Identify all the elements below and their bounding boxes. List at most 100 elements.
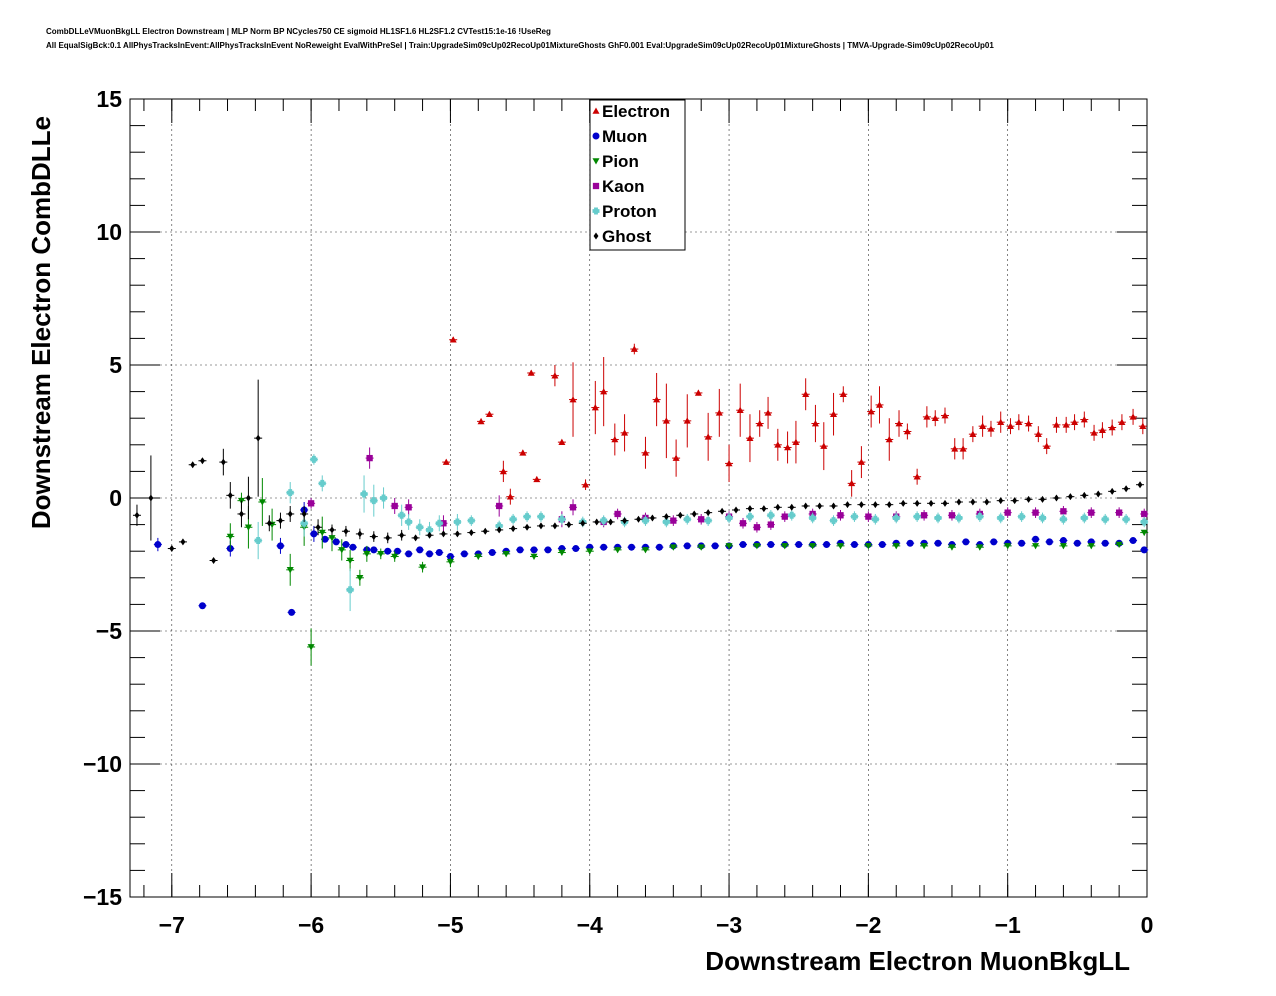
proton-marker — [725, 514, 733, 522]
proton-marker — [704, 517, 712, 525]
electron-point — [581, 479, 590, 491]
electron-point — [903, 423, 912, 440]
muon-marker — [516, 546, 524, 554]
muon-point — [287, 608, 296, 616]
muon-marker — [310, 530, 318, 538]
ghost-marker — [524, 523, 530, 531]
legend-marker-pion — [592, 158, 600, 165]
muon-point — [989, 538, 998, 546]
pion-marker — [781, 543, 789, 550]
x-tick-label: −4 — [577, 912, 603, 938]
electron-marker — [811, 420, 819, 427]
electron-marker — [1052, 421, 1060, 428]
muon-marker — [435, 549, 443, 557]
electron-marker — [941, 412, 949, 419]
ghost-point — [1024, 495, 1033, 503]
muon-point — [530, 546, 539, 554]
kaon-point — [864, 511, 873, 522]
muon-marker — [683, 542, 691, 550]
ghost-marker — [984, 498, 990, 506]
proton-point — [415, 519, 424, 536]
x-tick-label: −7 — [159, 912, 185, 938]
kaon-marker — [837, 512, 844, 519]
electron-point — [1117, 414, 1126, 431]
electron-marker — [756, 420, 764, 427]
ghost-marker — [747, 505, 753, 513]
pion-point — [613, 547, 622, 554]
pion-point — [502, 551, 511, 558]
legend-marker-ghost — [593, 232, 599, 240]
ghost-marker — [789, 503, 795, 511]
legend-item-kaon: Kaon — [592, 177, 645, 196]
electron-point — [736, 383, 745, 437]
proton-point — [286, 482, 295, 504]
ghost-marker — [719, 507, 725, 515]
proton-point — [536, 511, 545, 522]
ghost-point — [1038, 495, 1047, 503]
ghost-point — [453, 530, 462, 538]
proton-marker — [1122, 515, 1130, 523]
ghost-point — [209, 557, 218, 565]
muon-point — [906, 539, 915, 547]
x-tick-labels: −7 −6 −5 −4 −3 −2 −1 0 — [159, 912, 1154, 938]
ghost-marker — [468, 529, 474, 537]
pion-marker — [419, 564, 427, 571]
electron-point — [931, 410, 940, 427]
ghost-marker — [510, 525, 516, 533]
muon-marker — [416, 546, 424, 554]
ghost-point — [495, 526, 504, 534]
pion-marker — [244, 524, 252, 531]
proton-marker — [398, 511, 406, 519]
ghost-marker — [872, 501, 878, 509]
ghost-point — [254, 379, 263, 497]
proton-point — [309, 454, 318, 465]
muon-marker — [1018, 539, 1026, 547]
proton-point — [913, 511, 922, 522]
muon-point — [1059, 537, 1068, 545]
proton-marker — [955, 514, 963, 522]
electron-marker — [582, 481, 590, 488]
proton-point — [453, 513, 462, 530]
y-tick-label: −15 — [83, 884, 122, 910]
legend-label-kaon: Kaon — [602, 177, 645, 196]
ghost-marker — [900, 499, 906, 507]
electron-marker — [694, 389, 702, 396]
electron-point — [442, 458, 451, 465]
electron-marker — [715, 409, 723, 416]
ghost-point — [704, 509, 713, 517]
electron-point — [662, 383, 671, 459]
pion-point — [530, 553, 539, 561]
pion-marker — [837, 543, 845, 550]
ghost-point — [954, 498, 963, 506]
kaon-point — [495, 495, 504, 517]
electron-marker — [1118, 418, 1126, 425]
muon-marker — [488, 549, 496, 557]
proton-point — [435, 515, 444, 532]
electron-point — [819, 422, 828, 471]
muon-point — [1017, 539, 1026, 547]
x-tick-label: −6 — [298, 912, 324, 938]
muon-point — [369, 546, 378, 554]
muon-point — [766, 541, 775, 549]
proton-marker — [830, 517, 838, 525]
muon-marker — [878, 541, 886, 549]
electron-point — [745, 414, 754, 463]
ghost-point — [968, 498, 977, 506]
electron-marker — [630, 345, 638, 352]
ghost-point — [244, 476, 253, 520]
pion-point — [446, 556, 455, 568]
proton-point — [1122, 513, 1131, 525]
ghost-point — [745, 505, 754, 513]
electron-marker — [611, 435, 619, 443]
electron-marker — [969, 430, 977, 437]
kaon-point — [1031, 507, 1040, 518]
electron-point — [1098, 422, 1107, 439]
ghost-point — [383, 532, 392, 544]
ghost-marker — [970, 498, 976, 506]
kaon-marker — [698, 516, 705, 523]
muon-marker — [628, 543, 636, 551]
ghost-marker — [705, 509, 711, 517]
ghost-marker — [180, 538, 186, 546]
proton-point — [1017, 511, 1026, 522]
ghost-point — [226, 482, 235, 509]
